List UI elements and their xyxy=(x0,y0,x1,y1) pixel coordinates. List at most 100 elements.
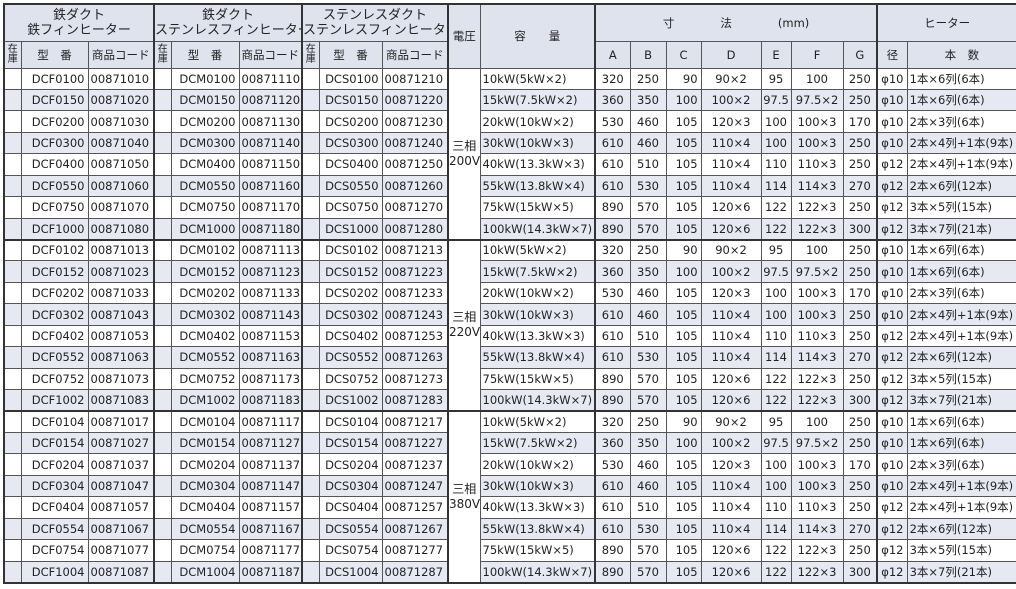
dim-b: 350 xyxy=(629,88,667,112)
dim-e: 122 xyxy=(760,560,792,584)
dim-c: 105 xyxy=(665,131,702,155)
product-code: 00871217 xyxy=(381,409,449,433)
model-number: DCS0752 xyxy=(318,367,383,391)
stock-cell xyxy=(301,409,320,433)
dim-c: 105 xyxy=(665,281,702,305)
model-number: DCF0304 xyxy=(20,474,89,498)
model-number: DCF0750 xyxy=(20,196,89,219)
capacity: 20kW(10kW×2) xyxy=(479,281,596,305)
voltage-header: 電圧 xyxy=(447,3,481,69)
product-code: 00871223 xyxy=(381,260,449,283)
capacity: 20kW(10kW×2) xyxy=(479,453,596,476)
model-number: DCM0152 xyxy=(170,260,240,283)
dim-e: 114 xyxy=(760,174,792,198)
product-code: 00871113 xyxy=(238,238,303,262)
dim-b: 510 xyxy=(629,496,667,519)
table-row: DCF0554 00871067 DCM0554 00871167 DCS0554 008… xyxy=(3,517,1016,541)
heater-diameter: φ10 xyxy=(876,281,908,305)
dim-g: 270 xyxy=(842,174,878,198)
product-code: 00871137 xyxy=(238,453,303,476)
dim-f: 122×3 xyxy=(790,539,844,562)
product-code: 00871040 xyxy=(87,131,155,155)
heater-diameter: φ10 xyxy=(876,67,908,90)
model-number: DCF0302 xyxy=(20,303,89,326)
dim-g: 250 xyxy=(842,409,878,433)
model-number: DCF0402 xyxy=(20,324,89,348)
heater-diameter: φ10 xyxy=(876,453,908,476)
product-code: 00871273 xyxy=(381,367,449,391)
model-number: DCF1000 xyxy=(20,217,89,241)
dim-d: 120×6 xyxy=(700,196,762,219)
table-row: DCF0552 00871063 DCM0552 00871163 DCS0552 008… xyxy=(3,346,1016,369)
dim-d: 120×6 xyxy=(700,367,762,391)
dim-d: 100×2 xyxy=(700,431,762,455)
dim-c: 105 xyxy=(665,560,702,584)
model-number: DCM0304 xyxy=(170,474,240,498)
model-number: DCF1004 xyxy=(20,560,89,584)
table-row: DCF1002 00871083 DCM1002 00871183 DCS1002 008… xyxy=(3,389,1016,412)
capacity: 15kW(7.5kW×2) xyxy=(479,88,596,112)
capacity-header: 容 量 xyxy=(479,3,596,69)
dim-header-d: D xyxy=(700,40,762,69)
group-line1: 鉄ダクト xyxy=(52,7,105,23)
product-code: 00871110 xyxy=(238,67,303,90)
stock-cell xyxy=(153,474,172,498)
dim-header-g: G xyxy=(842,40,878,69)
dim-e: 122 xyxy=(760,389,792,412)
table-row: DCF0200 00871030 DCM0200 00871130 DCS0200 008… xyxy=(3,110,1016,133)
capacity: 30kW(10kW×3) xyxy=(479,131,596,155)
product-code: 00871167 xyxy=(238,517,303,541)
model-number: DCF0550 xyxy=(20,174,89,198)
heater-count: 3本×7列(21本) xyxy=(906,217,1016,241)
dim-e: 122 xyxy=(760,539,792,562)
product-code: 00871173 xyxy=(238,367,303,391)
stock-cell xyxy=(153,409,172,433)
group-line2: ステンレスフィンヒーター xyxy=(155,22,303,38)
dim-a: 890 xyxy=(594,217,631,241)
stock-cell xyxy=(3,260,22,283)
stock-cell xyxy=(153,453,172,476)
dim-g: 300 xyxy=(842,560,878,584)
dim-c: 100 xyxy=(665,88,702,112)
product-code: 00871280 xyxy=(381,217,449,241)
product-code: 00871237 xyxy=(381,453,449,476)
dim-a: 360 xyxy=(594,88,631,112)
model-number: DCM0404 xyxy=(170,496,240,519)
dim-g: 170 xyxy=(842,281,878,305)
product-code: 00871277 xyxy=(381,539,449,562)
dim-e: 100 xyxy=(760,131,792,155)
dim-d: 120×3 xyxy=(700,453,762,476)
table-row: DCF0204 00871037 DCM0204 00871137 DCS0204 008… xyxy=(3,453,1016,476)
capacity: 30kW(10kW×3) xyxy=(479,474,596,498)
model-number: DCF0204 xyxy=(20,453,89,476)
stock-cell xyxy=(153,131,172,155)
voltage-cell: 三相 200V xyxy=(447,67,481,240)
dim-f: 122×3 xyxy=(790,196,844,219)
heater-diameter: φ10 xyxy=(876,431,908,455)
dim-e: 110 xyxy=(760,324,792,348)
model-number: DCF0300 xyxy=(20,131,89,155)
heater-count: 3本×5列(15本) xyxy=(906,367,1016,391)
stock-cell xyxy=(301,196,320,219)
product-code: 00871077 xyxy=(87,539,155,562)
product-code: 00871233 xyxy=(381,281,449,305)
table-row: DCF0102 00871013 DCM0102 00871113 DCS0102 008… xyxy=(3,238,1016,412)
model-number: DCM1000 xyxy=(170,217,240,241)
dim-header-c: C xyxy=(665,40,702,69)
dim-d: 90×2 xyxy=(700,409,762,433)
stock-cell xyxy=(3,153,22,176)
model-number: DCM0752 xyxy=(170,367,240,391)
product-code: 00871170 xyxy=(238,196,303,219)
dim-c: 105 xyxy=(665,389,702,412)
dim-b: 510 xyxy=(629,153,667,176)
group-line2: 鉄フィンヒーター xyxy=(27,22,131,38)
dim-g: 250 xyxy=(842,367,878,391)
dim-a: 890 xyxy=(594,196,631,219)
dim-a: 530 xyxy=(594,110,631,133)
model-number: DCS0102 xyxy=(318,238,383,262)
dim-g: 250 xyxy=(842,131,878,155)
model-number: DCS0204 xyxy=(318,453,383,476)
dim-f: 122×3 xyxy=(790,389,844,412)
dim-c: 90 xyxy=(665,409,702,433)
stock-cell xyxy=(153,281,172,305)
